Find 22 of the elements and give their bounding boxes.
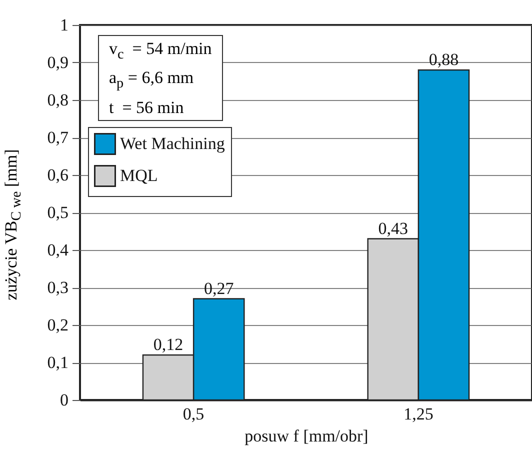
y-tick-label: 0,6 bbox=[47, 166, 68, 184]
y-tick-label: 0,1 bbox=[47, 353, 68, 372]
data-label: 0,12 bbox=[153, 335, 184, 354]
data-label: 0,27 bbox=[204, 278, 234, 298]
annotation: v$_{c}$ = 54 m/min bbox=[109, 38, 212, 64]
y-tick-label: 0,3 bbox=[47, 278, 68, 297]
data-label: 0,88 bbox=[428, 50, 459, 69]
y-tick-label: 0,5 bbox=[47, 203, 68, 222]
annotation: a$_{p}$ = 6,6 mm bbox=[109, 67, 195, 94]
y-tick-label: 0,4 bbox=[47, 240, 69, 260]
x-axis-title: posuw f [mm/obr] bbox=[244, 426, 368, 446]
y-tick-label: 1 bbox=[60, 16, 68, 34]
y-tick-label: 0,8 bbox=[47, 90, 68, 110]
legend-label: Wet Machining bbox=[120, 134, 226, 153]
data-label: 0,43 bbox=[378, 218, 408, 238]
legend-label: MQL bbox=[120, 166, 158, 185]
y-tick-label: 0,7 bbox=[47, 128, 69, 147]
y-tick-label: 0,9 bbox=[47, 53, 68, 72]
y-tick-label: 0 bbox=[60, 390, 68, 410]
x-tick-label: 1,25 bbox=[404, 404, 434, 424]
annotation: t = 56 min bbox=[109, 96, 185, 119]
y-tick-label: 0,2 bbox=[47, 316, 68, 334]
